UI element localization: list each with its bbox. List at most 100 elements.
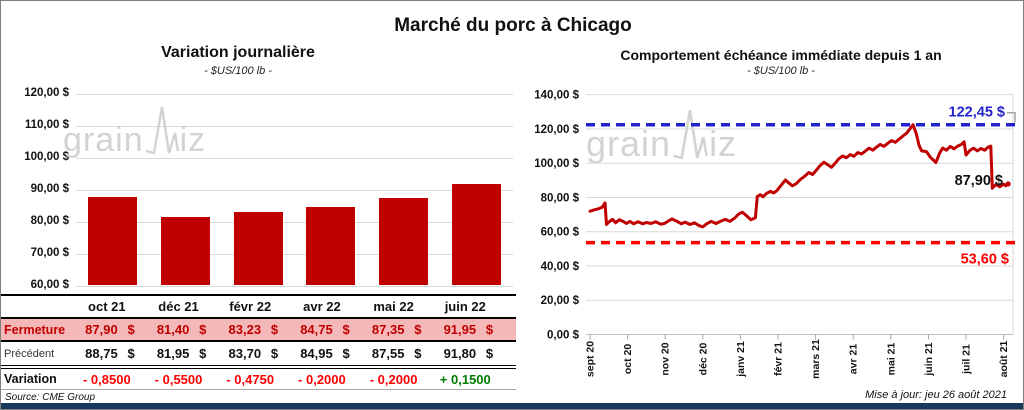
table-row-ferm: Fermeture 87,90 $81,40 $83,23 $84,75 $87,35 $9…	[1, 317, 516, 342]
daily-variation-title: Variation journalière	[161, 44, 315, 61]
column-header: mai 22	[373, 299, 414, 314]
price-value: 91,95 $	[429, 322, 501, 337]
gridline	[76, 189, 513, 191]
month-label: oct 20	[622, 344, 634, 375]
gridline	[76, 221, 513, 223]
gridline	[76, 158, 513, 160]
price-number: 88,75	[85, 346, 118, 361]
price-value: 91,80 $	[429, 346, 501, 361]
price-number: 87,35	[371, 322, 405, 337]
currency-symbol: $	[199, 346, 207, 361]
y-axis-tick-label: 40,00 $	[541, 261, 580, 273]
gridline	[76, 126, 513, 128]
row-label: Précédent	[4, 347, 55, 360]
currency-symbol: $	[270, 322, 279, 337]
price-number: 83,23	[228, 322, 262, 337]
y-axis-tick-label: 110,00 $	[24, 119, 69, 132]
y-axis-tick-label: 120,00 $	[24, 87, 69, 100]
min-value-label: 53,60 $	[961, 252, 1009, 268]
month-label: déc 20	[697, 343, 709, 376]
price-value: 83,23 $	[214, 322, 286, 337]
bar-déc 21	[160, 217, 210, 286]
column-header: févr 22	[229, 299, 272, 314]
price-value: 81,40 $	[143, 322, 215, 337]
row-label: Fermeture	[4, 322, 66, 337]
y-axis-tick-label: 100,00 $	[534, 158, 579, 170]
table-row-prec: Précédent 88,75 $81,95 $83,70 $84,95 $87,55 $9…	[1, 342, 516, 365]
currency-symbol: $	[485, 322, 494, 337]
column-header: oct 21	[88, 299, 126, 314]
variation-value: - 0,5500	[154, 371, 203, 387]
variation-value: + 0,1500	[439, 371, 491, 387]
month-label: juin 21	[923, 342, 935, 376]
currency-symbol: $	[414, 346, 422, 361]
y-axis-tick-label: 20,00 $	[541, 295, 580, 307]
currency-symbol: $	[127, 322, 135, 337]
max-value-label: 122,45 $	[949, 105, 1005, 121]
table-header-row: oct 21 déc 21 févr 22 avr 22 mai 22 juin 22	[1, 294, 516, 317]
price-value: 83,70 $	[214, 346, 286, 361]
currency-symbol: $	[414, 322, 422, 337]
last-point-marker	[1005, 181, 1011, 187]
y-axis-tick-label: 80,00 $	[541, 192, 580, 204]
row-label: Variation	[4, 372, 57, 386]
column-header: déc 21	[158, 299, 199, 314]
page-title: Marché du porc à Chicago	[394, 15, 632, 36]
month-label: janv 21	[735, 341, 747, 378]
daily-variation-chart: 120,00 $ 110,00 $ 100,00 $ 90,00 $ 80,00 $ 70…	[1, 1, 516, 294]
immediate-maturity-chart: 140,00 $ 120,00 $ 100,00 $ 80,00 $ 60,00 $ 40…	[534, 90, 1016, 379]
currency-symbol: $	[270, 346, 279, 361]
bar-févr 22	[233, 211, 283, 286]
immediate-maturity-title: Comportement échéance immédiate depuis 1…	[620, 47, 942, 63]
price-value: 84,75 $	[286, 322, 358, 337]
variation-value: - 0,2000	[298, 371, 346, 387]
last-value-label: 87,90 $	[955, 173, 1003, 189]
y-axis-tick-label: 100,00 $	[24, 151, 69, 164]
month-label: nov 20	[660, 342, 672, 375]
bar-juin 22	[452, 183, 502, 286]
y-axis-tick-label: 90,00 $	[30, 182, 69, 195]
bar-oct 21	[87, 196, 137, 286]
y-axis-tick-label: 140,00 $	[534, 90, 579, 102]
price-number: 81,95	[156, 346, 190, 361]
last-updated-note: Mise à jour: jeu 26 août 2021	[865, 389, 1007, 401]
price-value: 81,95 $	[143, 346, 215, 361]
price-number: 84,75	[300, 322, 333, 337]
max-label-callout	[1007, 111, 1016, 123]
variation-value: - 0,2000	[369, 371, 418, 387]
price-value: 87,55 $	[358, 346, 430, 361]
gridline	[76, 94, 513, 96]
column-header: avr 22	[303, 299, 341, 314]
month-label: avr 21	[848, 344, 860, 375]
month-label: mars 21	[810, 339, 822, 379]
month-label: août 21	[998, 340, 1010, 377]
currency-symbol: $	[485, 346, 494, 361]
gridline	[76, 253, 513, 255]
table-row-var: Variation - 0,8500 - 0,5500 - 0,4750 - 0,200…	[1, 365, 516, 390]
month-label: sept 20	[585, 341, 597, 377]
price-number: 91,80	[443, 346, 477, 361]
price-value: 88,75 $	[71, 346, 143, 361]
currency-symbol: $	[199, 322, 207, 337]
month-label: mai 21	[885, 343, 897, 376]
bar-avr 22	[306, 206, 356, 286]
price-value: 87,90 $	[71, 322, 143, 337]
y-axis-tick-label: 0,00 $	[547, 330, 580, 342]
price-number: 91,95	[443, 322, 477, 337]
month-label: févr 21	[773, 342, 785, 376]
gridline	[76, 285, 513, 287]
bar-mai 22	[379, 198, 429, 286]
y-axis-tick-label: 70,00 $	[30, 246, 69, 259]
variation-value: - 0,4750	[226, 371, 275, 387]
daily-variation-subtitle: - $US/100 lb -	[204, 65, 272, 77]
y-axis-tick-label: 60,00 $	[30, 278, 69, 291]
bottom-accent-bar	[1, 403, 1023, 409]
price-number: 84,95	[300, 346, 333, 361]
price-value: 87,35 $	[358, 322, 430, 337]
price-number: 87,90	[85, 322, 118, 337]
source-note: Source: CME Group	[5, 392, 96, 403]
x-axis-group: sept 20 oct 20 nov 20 déc 20 janv 21 févr 21 m…	[585, 334, 1013, 379]
y-axis-tick-label: 60,00 $	[541, 227, 580, 239]
price-value: 84,95 $	[286, 346, 358, 361]
